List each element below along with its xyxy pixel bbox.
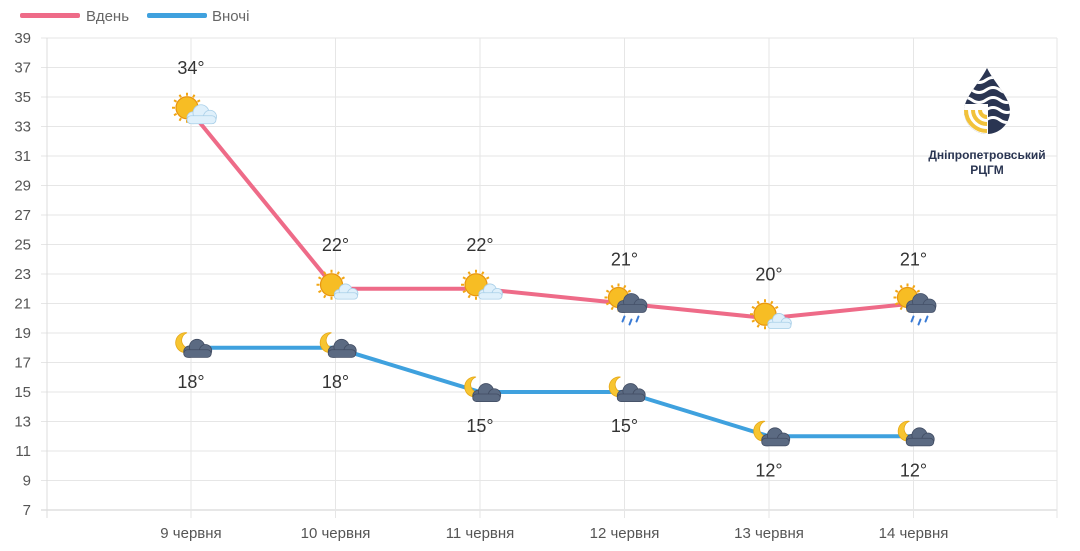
sun-cloud-icon xyxy=(316,269,359,300)
moon-cloud-icon xyxy=(897,420,935,447)
night-temperature-line xyxy=(189,345,916,439)
day-temperature-label: 21° xyxy=(611,250,638,270)
logo-title: Дніпропетровський xyxy=(928,148,1045,162)
day-temperature-label: 21° xyxy=(900,250,927,270)
y-tick-label: 25 xyxy=(14,237,31,254)
y-tick-label: 27 xyxy=(14,207,31,224)
moon-cloud-icon xyxy=(753,420,791,447)
legend: Вдень Вночі xyxy=(20,8,249,25)
y-tick-label: 11 xyxy=(15,443,31,460)
day-temperature-label: 22° xyxy=(322,235,349,255)
sun-rain-cloud-icon xyxy=(604,283,648,326)
logo-subtitle: РЦГМ xyxy=(970,163,1004,177)
moon-cloud-icon xyxy=(319,332,357,358)
water-drop-logo-icon xyxy=(964,68,1010,134)
y-tick-label: 37 xyxy=(14,60,31,77)
sun-cloud-icon xyxy=(461,269,503,300)
y-tick-label: 39 xyxy=(14,30,31,47)
day-temperature-line xyxy=(189,109,916,321)
legend-item-night[interactable]: Вночі xyxy=(147,8,249,25)
y-tick-label: 7 xyxy=(23,502,31,519)
sun-cloud-icon xyxy=(172,92,217,125)
y-tick-label: 23 xyxy=(14,266,31,283)
y-tick-label: 31 xyxy=(14,148,31,165)
x-tick-label: 12 червня xyxy=(590,525,660,542)
legend-swatch-day xyxy=(20,13,80,18)
x-tick-label: 11 червня xyxy=(446,525,515,542)
series-lines xyxy=(189,109,916,439)
day-temperature-label: 22° xyxy=(466,235,493,255)
night-temperature-label: 12° xyxy=(755,460,782,480)
y-tick-label: 17 xyxy=(14,355,31,372)
sun-cloud-icon xyxy=(750,299,792,330)
x-tick-label: 13 червня xyxy=(734,525,804,542)
y-tick-label: 29 xyxy=(14,178,31,195)
y-axis: 7 9 11 13 15 17 19 21 23 25 27 29 31 33 35 37 39 xyxy=(14,30,31,519)
legend-item-day[interactable]: Вдень xyxy=(20,8,129,25)
y-tick-label: 9 xyxy=(23,473,31,490)
night-temperature-label: 15° xyxy=(611,416,638,436)
data-labels: 34° 22° 22° 21° 20° 21° 18° 18° 15° 15° 12° 12° xyxy=(177,58,927,481)
weather-icons xyxy=(172,92,937,447)
legend-label-day: Вдень xyxy=(86,8,129,25)
y-tick-label: 13 xyxy=(14,414,31,431)
x-tick-label: 14 червня xyxy=(879,525,949,542)
night-temperature-label: 12° xyxy=(900,460,927,480)
y-tick-label: 15 xyxy=(14,384,31,401)
night-temperature-label: 18° xyxy=(177,372,204,392)
sun-rain-cloud-icon xyxy=(893,283,937,326)
x-tick-label: 10 червня xyxy=(301,525,371,542)
y-tick-label: 33 xyxy=(14,119,31,136)
day-temperature-label: 20° xyxy=(755,264,782,284)
y-tick-label: 19 xyxy=(14,325,31,342)
legend-label-night: Вночі xyxy=(212,8,249,25)
night-temperature-label: 15° xyxy=(466,416,493,436)
x-tick-label: 9 червня xyxy=(160,525,221,542)
moon-cloud-icon xyxy=(464,376,502,402)
chart-grid xyxy=(41,37,1058,518)
moon-cloud-icon xyxy=(175,332,213,358)
night-temperature-label: 18° xyxy=(322,372,349,392)
x-axis: 9 червня 10 червня 11 червня 12 червня 13 че… xyxy=(160,525,948,542)
moon-cloud-icon xyxy=(608,376,646,402)
logo: Дніпропетровський РЦГМ xyxy=(928,68,1046,177)
legend-swatch-night xyxy=(147,13,207,18)
y-tick-label: 21 xyxy=(14,296,31,313)
y-tick-label: 35 xyxy=(14,89,31,106)
day-temperature-label: 34° xyxy=(177,58,204,78)
